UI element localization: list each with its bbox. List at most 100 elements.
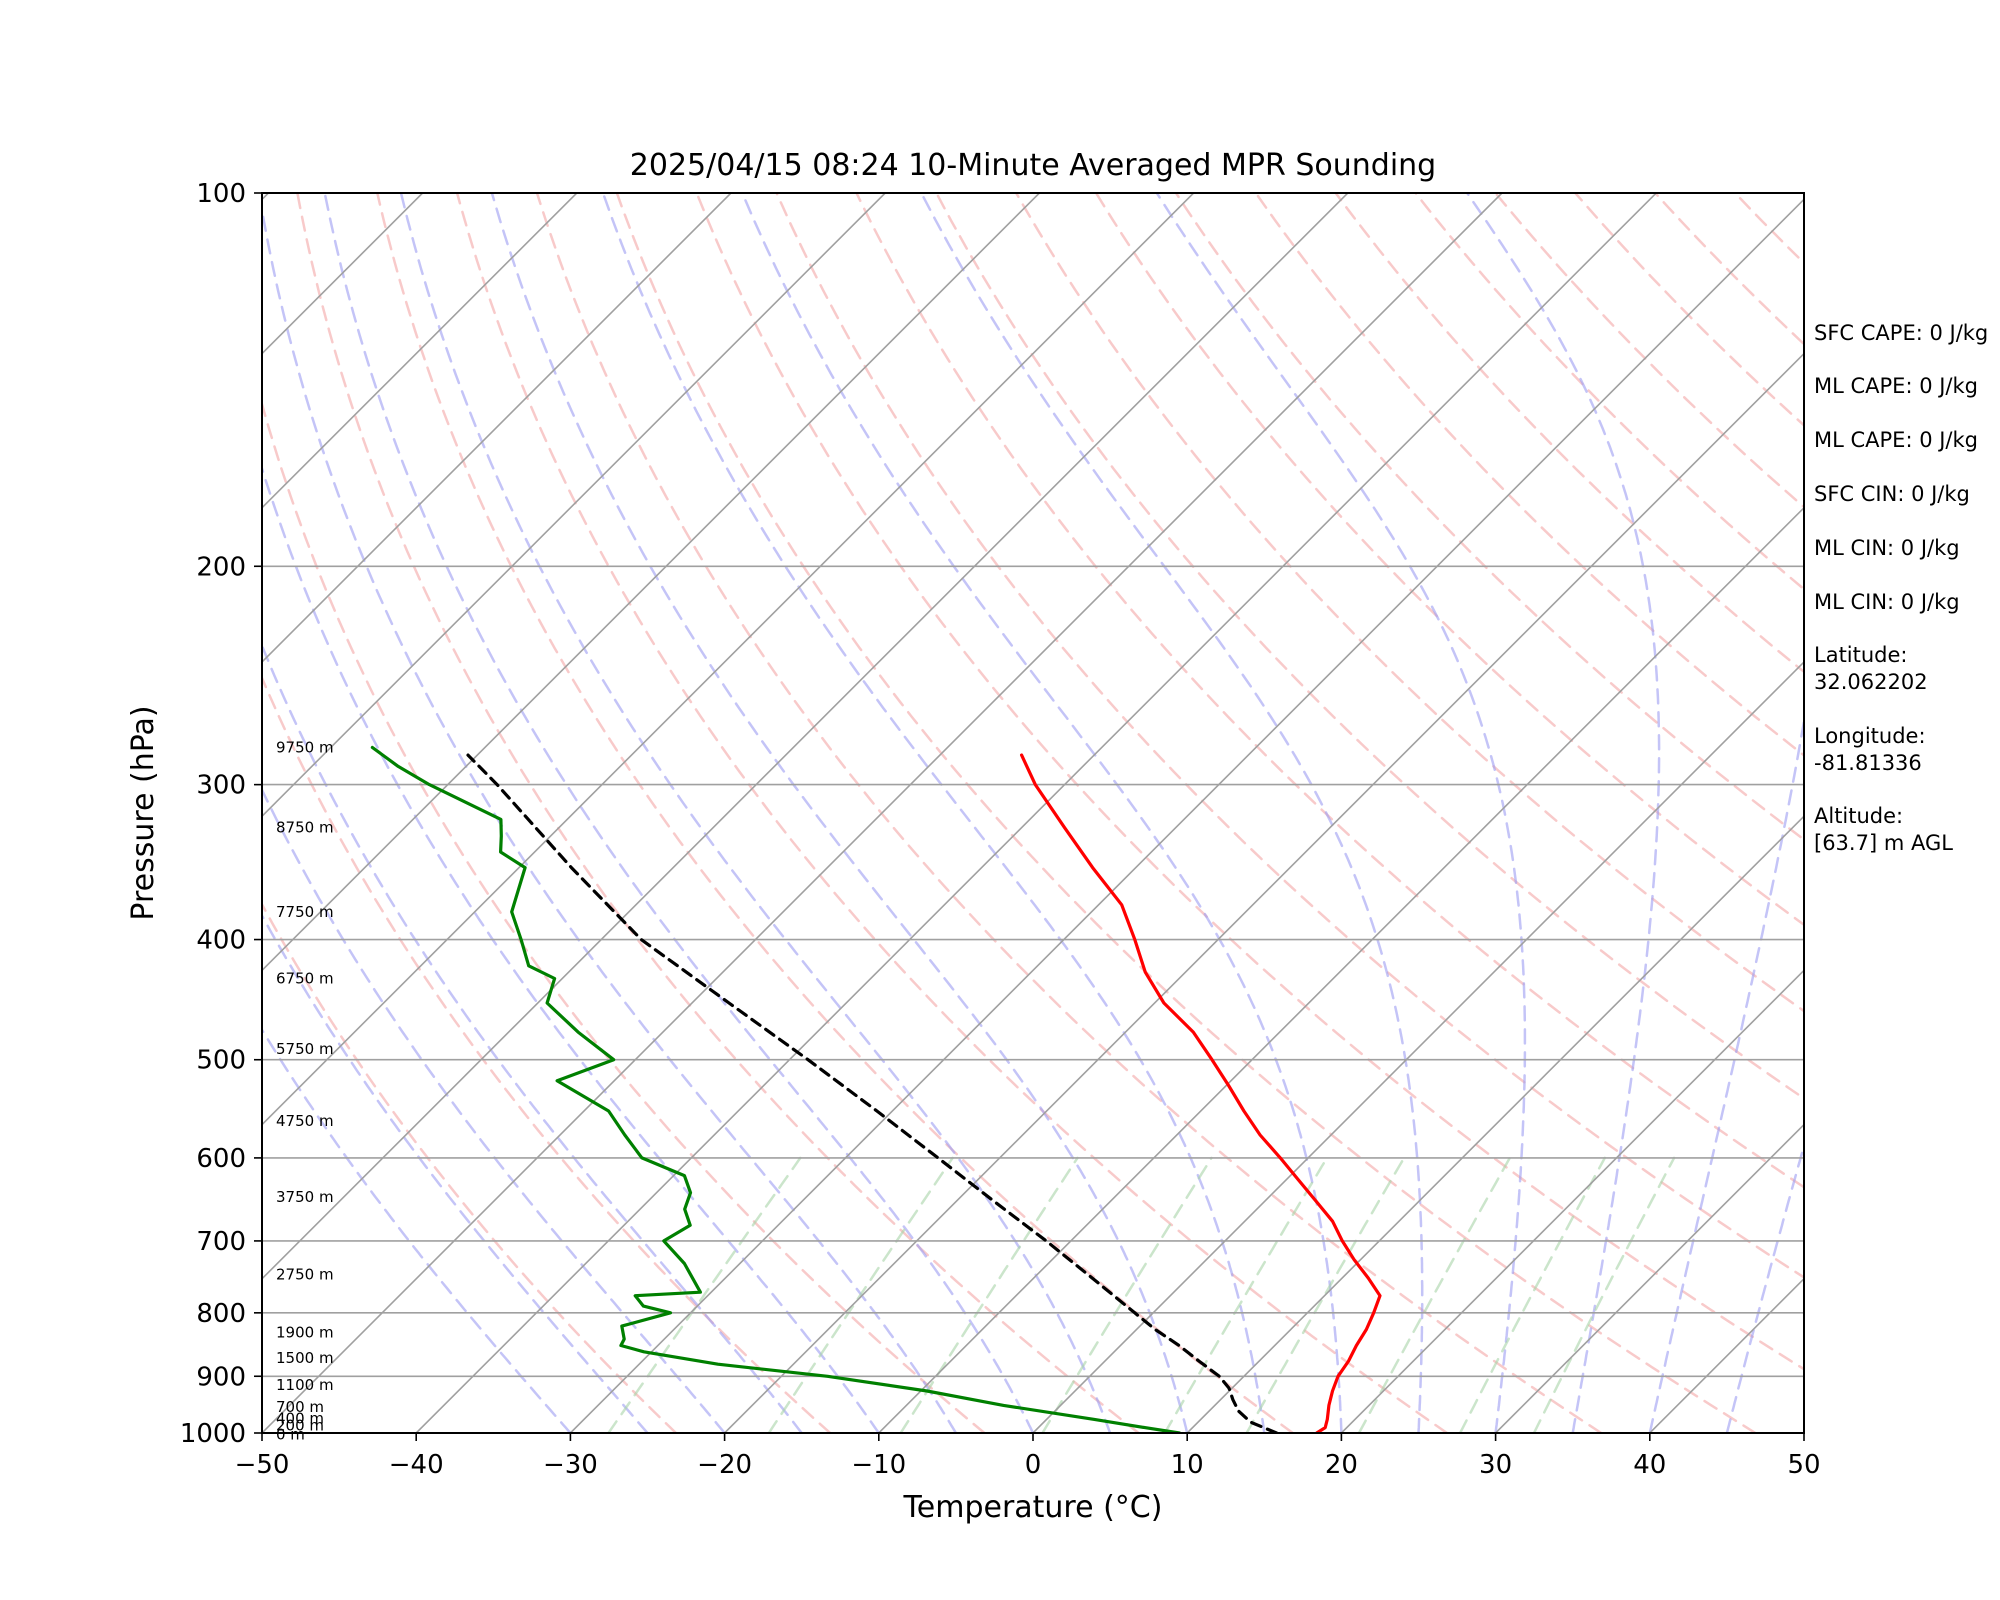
info-line: Altitude: <box>1814 804 1903 828</box>
x-tick-label: 30 <box>1479 1450 1512 1480</box>
moist-adiabat-line <box>920 193 1424 1433</box>
info-line: Latitude: <box>1814 643 1908 667</box>
x-axis-label: Temperature (°C) <box>903 1490 1163 1525</box>
y-tick-label: 900 <box>196 1362 246 1392</box>
dry-adiabat-line <box>455 193 1449 1433</box>
isotherm-line <box>262 193 1503 1433</box>
height-label: 200 m <box>276 1416 324 1434</box>
dry-adiabat-line <box>262 901 678 1433</box>
y-tick-label: 500 <box>196 1046 246 1076</box>
y-tick-label: 200 <box>196 552 246 582</box>
dry-adiabat-line <box>262 399 986 1433</box>
height-label: 1900 m <box>276 1324 334 1342</box>
isotherms <box>262 193 1804 1433</box>
y-tick-label: 800 <box>196 1299 246 1329</box>
isotherm-line <box>1032 660 1804 1433</box>
x-tick-label: 20 <box>1325 1450 1358 1480</box>
dry-adiabat-line <box>775 193 1804 1279</box>
moist-adiabats <box>262 193 1804 1433</box>
chart-title: 2025/04/15 08:24 10-Minute Averaged MPR … <box>630 148 1436 183</box>
y-tick-label: 700 <box>196 1227 246 1257</box>
sounding-profiles <box>370 745 1382 1433</box>
x-tick-label: 40 <box>1633 1450 1666 1480</box>
height-label: 5750 m <box>276 1040 334 1058</box>
moist-adiabat-line <box>262 787 726 1433</box>
isotherm-line <box>262 193 1195 1126</box>
x-tick-label: 10 <box>1171 1450 1204 1480</box>
y-axis-ticks: 100 200 300 400 500 600 700 800 900 1000 <box>180 179 262 1449</box>
height-label: 4750 m <box>276 1112 334 1130</box>
moist-adiabat-line <box>262 913 649 1433</box>
dry-adiabat-line <box>1494 193 1804 509</box>
isotherm-line <box>877 506 1804 1433</box>
info-line: ML CAPE: 0 J/kg <box>1814 374 1978 398</box>
isotherm-line <box>262 193 1041 972</box>
dry-adiabat-line <box>695 193 1804 1371</box>
dry-adiabat-line <box>296 193 1140 1433</box>
dry-adiabat-line <box>1014 193 1804 1013</box>
y-tick-label: 1000 <box>180 1419 246 1449</box>
moist-adiabat-line <box>262 202 958 1433</box>
y-tick-label: 600 <box>196 1144 246 1174</box>
dry-adiabat-line <box>376 193 1295 1433</box>
background-lines <box>262 193 1804 1433</box>
isotherm-line <box>569 198 1804 1433</box>
info-panel: SFC CAPE: 0 J/kg ML CAPE: 0 J/kg ML CAPE: … <box>1814 321 1988 855</box>
isotherm-line <box>262 193 1349 1280</box>
moist-adiabat-line <box>1155 193 1527 1433</box>
moist-adiabat-line <box>601 193 1266 1433</box>
moist-adiabat-line <box>262 642 803 1433</box>
isotherm-line <box>1494 1123 1804 1433</box>
moist-adiabat-line <box>399 193 1112 1433</box>
info-line: -81.81336 <box>1814 751 1922 775</box>
height-label: 8750 m <box>276 819 334 837</box>
y-tick-label: 100 <box>196 179 246 209</box>
height-label: 7750 m <box>276 903 334 921</box>
height-label: 3750 m <box>276 1188 334 1206</box>
height-label: 400 m <box>276 1409 324 1427</box>
x-tick-label: −50 <box>235 1450 290 1480</box>
isotherm-line <box>415 193 1657 1433</box>
info-line: ML CAPE: 0 J/kg <box>1814 428 1978 452</box>
isotherm-line <box>1340 969 1804 1433</box>
dry-adiabat-line <box>1334 193 1804 674</box>
info-line: SFC CAPE: 0 J/kg <box>1814 321 1988 345</box>
x-tick-label: 0 <box>1025 1450 1042 1480</box>
moist-adiabat-line <box>262 1027 572 1433</box>
info-line: [63.7] m AGL <box>1814 831 1953 855</box>
dry-adiabat-line <box>615 193 1757 1433</box>
moist-adiabat-line <box>323 193 1035 1433</box>
isotherm-line <box>262 193 887 818</box>
x-tick-label: −10 <box>851 1450 906 1480</box>
info-line: 32.062202 <box>1814 670 1928 694</box>
isotherm-line <box>1186 815 1804 1433</box>
x-tick-label: −40 <box>389 1450 444 1480</box>
isotherm-line <box>723 352 1804 1433</box>
isotherm-line <box>262 193 732 664</box>
height-label: 0 m <box>276 1426 305 1444</box>
moist-adiabat-line <box>262 464 881 1433</box>
x-tick-label: −30 <box>543 1450 598 1480</box>
height-label: 700 m <box>276 1398 324 1416</box>
mixing-ratio-line <box>1532 1156 1676 1433</box>
info-line: ML CIN: 0 J/kg <box>1814 536 1960 560</box>
height-label: 2750 m <box>276 1266 334 1284</box>
info-line: SFC CIN: 0 J/kg <box>1814 482 1970 506</box>
info-line: ML CIN: 0 J/kg <box>1814 590 1960 614</box>
isotherm-line <box>262 193 578 509</box>
temperature-profile-line <box>1019 753 1382 1433</box>
dry-adiabat-line <box>1174 193 1804 842</box>
y-axis-label: Pressure (hPa) <box>126 705 161 920</box>
y-tick-label: 400 <box>196 926 246 956</box>
dry-adiabat-line <box>1414 193 1804 591</box>
x-tick-label: −20 <box>697 1450 752 1480</box>
height-label: 6750 m <box>276 970 334 988</box>
dewpoint-profile-line <box>370 745 1182 1433</box>
height-label: 1500 m <box>276 1349 334 1367</box>
height-label: 1100 m <box>276 1376 334 1394</box>
y-tick-label: 300 <box>196 771 246 801</box>
isobars <box>262 565 1804 1378</box>
info-line: Longitude: <box>1814 724 1926 748</box>
